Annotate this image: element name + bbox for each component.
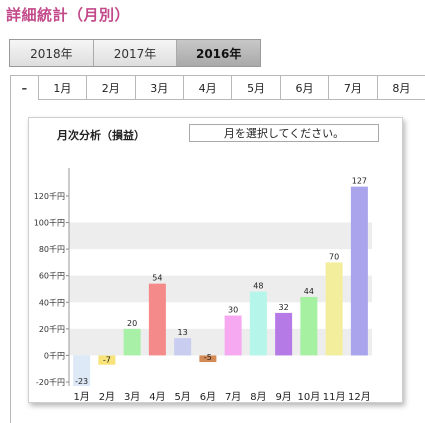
data-label: 44 bbox=[304, 287, 314, 296]
bar-6月 bbox=[199, 355, 217, 363]
data-label: 54 bbox=[152, 274, 162, 283]
bar-11月 bbox=[325, 262, 343, 356]
tab-2018[interactable]: 2018年 bbox=[10, 40, 94, 66]
x-tick-label: 1月 bbox=[73, 391, 89, 402]
x-tick-label: 6月 bbox=[200, 391, 216, 402]
x-tick-label: 11月 bbox=[323, 391, 346, 402]
tab-month-1[interactable]: 1月 bbox=[37, 76, 87, 100]
bar-8月 bbox=[249, 291, 267, 356]
data-label: 30 bbox=[228, 306, 238, 315]
tab-month-6[interactable]: 6月 bbox=[279, 76, 329, 100]
tab-month-5[interactable]: 5月 bbox=[231, 76, 280, 100]
y-tick-label: 60千円 bbox=[39, 271, 65, 281]
data-label: -5 bbox=[204, 353, 212, 362]
data-label: 20 bbox=[127, 319, 137, 328]
bar-1月 bbox=[73, 355, 91, 386]
bar-5月 bbox=[174, 338, 192, 356]
x-tick-label: 9月 bbox=[275, 391, 291, 402]
grid-band bbox=[69, 275, 372, 303]
y-tick-label: 0千円 bbox=[44, 350, 65, 360]
x-tick-label: 4月 bbox=[149, 391, 165, 402]
x-tick-label: 5月 bbox=[174, 391, 190, 402]
data-label: 127 bbox=[352, 177, 367, 186]
x-tick-label: 7月 bbox=[225, 391, 241, 402]
month-select[interactable]: 月を選択してください。 bbox=[189, 124, 379, 142]
x-tick-label: 3月 bbox=[124, 391, 140, 402]
bar-3月 bbox=[123, 328, 141, 356]
bar-9月 bbox=[275, 312, 293, 356]
collapse-toggle[interactable]: – bbox=[10, 76, 38, 100]
tab-month-7[interactable]: 7月 bbox=[328, 76, 377, 100]
y-tick-label: 120千円 bbox=[34, 191, 65, 201]
bar-2月 bbox=[98, 355, 116, 365]
year-tabs: 2018年 2017年 2016年 bbox=[9, 39, 261, 67]
y-tick-label: -20千円 bbox=[36, 377, 65, 387]
data-label: 32 bbox=[279, 303, 289, 312]
chart-title: 月次分析（損益） bbox=[57, 129, 145, 142]
y-tick-label: 20千円 bbox=[39, 324, 65, 334]
tab-2016[interactable]: 2016年 bbox=[177, 40, 261, 66]
tab-month-2[interactable]: 2月 bbox=[86, 76, 135, 100]
bar-12月 bbox=[350, 186, 368, 356]
x-tick-label: 10月 bbox=[298, 391, 321, 402]
x-tick-label: 2月 bbox=[99, 391, 115, 402]
data-label: -23 bbox=[75, 377, 88, 386]
data-label: 70 bbox=[329, 252, 339, 261]
chart-card: 月次分析（損益） 月を選択してください。 -20千円 0千円 20千円 40千円 60千… bbox=[28, 117, 403, 403]
data-label: -7 bbox=[103, 356, 111, 365]
tab-month-3[interactable]: 3月 bbox=[134, 76, 183, 100]
profit-bar-chart: -20千円 0千円 20千円 40千円 60千円 80千円 100千円 120千円 -23 1月 -… bbox=[34, 168, 372, 402]
tab-month-4[interactable]: 4月 bbox=[182, 76, 232, 100]
y-tick-label: 100千円 bbox=[34, 218, 65, 228]
data-label: 13 bbox=[178, 328, 188, 337]
panel-border bbox=[10, 100, 11, 423]
x-tick-label: 8月 bbox=[250, 391, 266, 402]
bar-10月 bbox=[300, 296, 318, 356]
y-tick-label: 80千円 bbox=[39, 244, 65, 254]
month-tabs: – 1月 2月 3月 4月 5月 6月 7月 8月 bbox=[10, 75, 425, 100]
tab-month-8[interactable]: 8月 bbox=[376, 76, 425, 100]
grid-band bbox=[69, 328, 372, 356]
x-tick-label: 12月 bbox=[348, 391, 371, 402]
bar-7月 bbox=[224, 315, 242, 356]
y-tick-label: 40千円 bbox=[39, 297, 65, 307]
page-title: 詳細統計（月別） bbox=[6, 6, 131, 24]
tab-2017[interactable]: 2017年 bbox=[93, 40, 178, 66]
grid-band bbox=[69, 222, 372, 250]
data-label: 48 bbox=[253, 282, 263, 291]
bar-4月 bbox=[148, 283, 166, 356]
